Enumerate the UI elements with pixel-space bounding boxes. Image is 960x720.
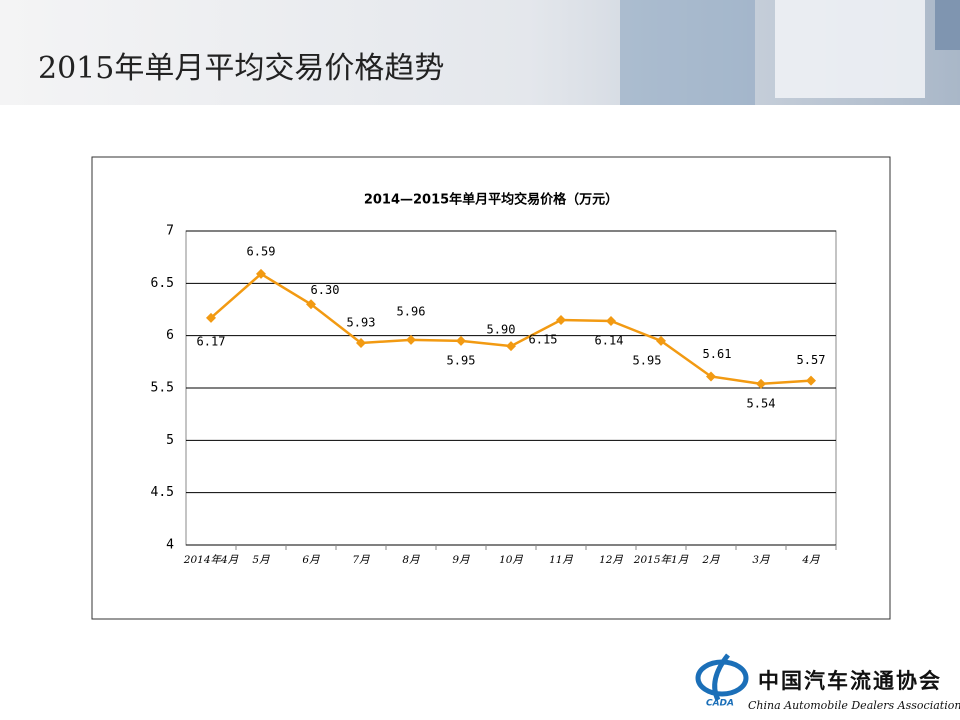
x-tick-label: 2015年1月 [633,554,689,566]
marker [306,299,316,310]
marker [706,371,716,382]
data-label: 6.15 [529,332,558,346]
header-cube [775,0,925,98]
y-tick-label: 6.5 [151,276,174,291]
x-tick-label: 11月 [549,554,573,566]
logo-name-en: China Automobile Dealers Association [748,699,960,712]
y-tick-label: 4.5 [151,485,174,500]
data-label: 6.30 [311,283,340,297]
header-cube [935,0,960,50]
y-tick-label: 5.5 [151,381,174,396]
data-label: 5.93 [347,315,376,329]
x-tick-label: 9月 [452,554,470,566]
x-tick-label: 2014年4月 [183,554,239,566]
x-tick-label: 4月 [801,554,820,566]
marker [256,268,266,279]
x-tick-label: 2月 [701,554,720,566]
y-tick-label: 4 [166,538,174,553]
logo: CADA 中国汽车流通协会 China Automobile Dealers A… [695,653,960,712]
data-label: 6.17 [197,334,226,348]
x-tick-label: 12月 [599,554,623,566]
data-label: 5.57 [797,353,826,367]
logo-swirl [712,653,730,702]
marker [356,337,366,348]
y-tick-label: 5 [166,433,174,448]
x-tick-label: 10月 [499,554,523,566]
logo-mark: CADA [706,699,734,709]
slide-title: 2015年单月平均交易价格趋势 [38,51,444,86]
marker [506,341,516,352]
x-tick-label: 7月 [352,554,370,566]
y-tick-label: 7 [166,224,174,239]
data-label: 6.59 [247,244,276,258]
marker [206,312,216,323]
marker [656,335,666,346]
chart-title: 2014—2015年单月平均交易价格（万元） [364,192,618,208]
marker [556,314,566,325]
data-label: 5.95 [633,353,662,367]
marker [806,375,816,386]
x-tick-label: 8月 [402,554,420,566]
y-tick-label: 6 [166,328,174,343]
data-label: 6.14 [595,334,624,348]
logo-name: 中国汽车流通协会 [758,669,942,693]
header-cube [620,0,755,105]
data-label: 5.96 [397,304,426,318]
data-label: 5.54 [747,396,776,410]
marker [406,334,416,345]
data-label: 5.61 [703,347,732,361]
marker [606,316,616,327]
x-tick-label: 6月 [302,554,320,566]
x-tick-label: 3月 [752,554,770,566]
data-label: 5.90 [487,323,516,337]
data-label: 5.95 [447,353,476,367]
marker [756,378,766,389]
x-tick-label: 5月 [252,554,270,566]
marker [456,335,466,346]
